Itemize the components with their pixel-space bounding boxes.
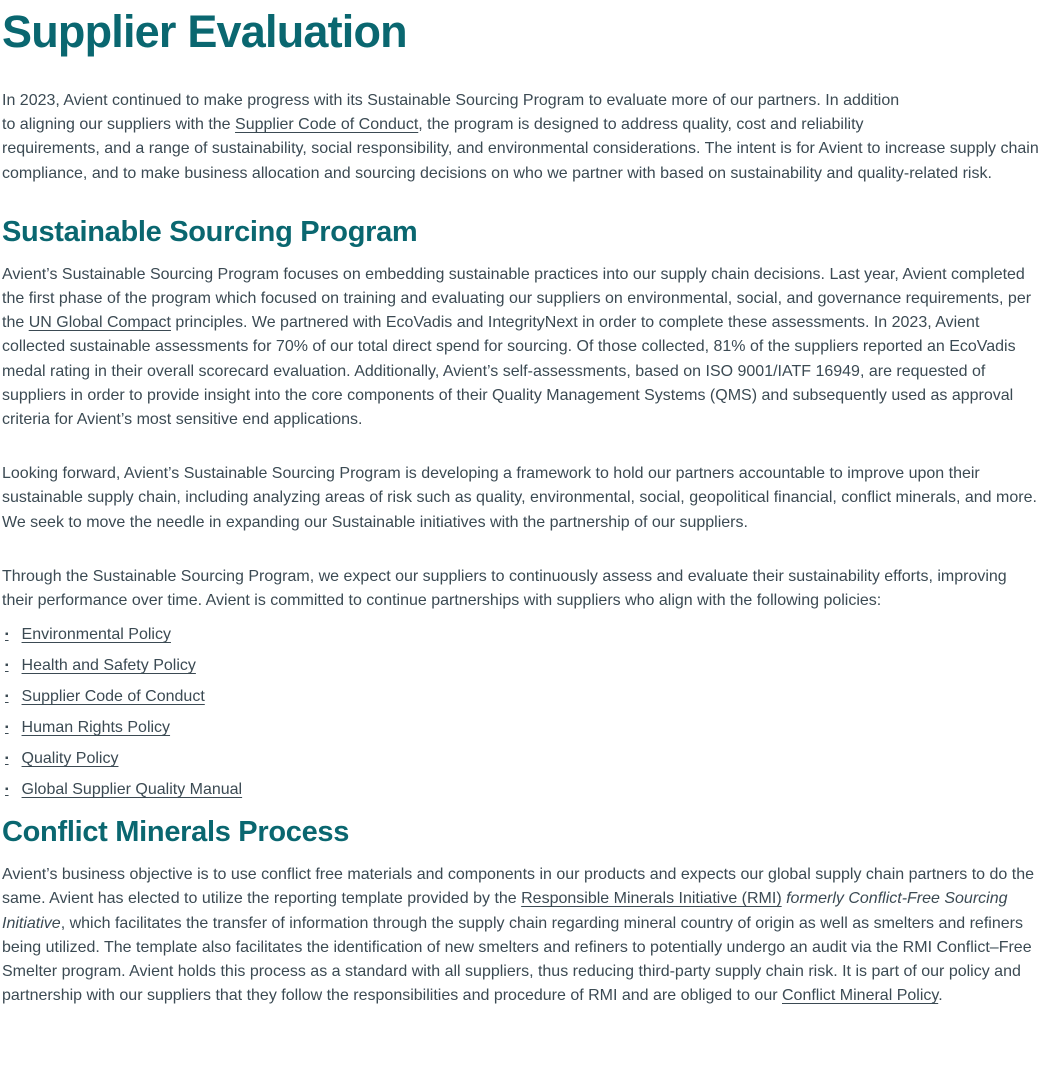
bullet-square-icon: ▪	[5, 691, 9, 703]
health-and-safety-policy-link[interactable]: ▪ Health and Safety Policy	[2, 657, 196, 674]
bullet-square-icon: ▪	[5, 660, 9, 672]
list-item: ▪ Quality Policy	[2, 750, 1042, 767]
text-segment: In 2023, Avient continued to make progre…	[2, 92, 900, 109]
text-segment: , which facilitates the transfer of info…	[2, 914, 1032, 1005]
sustainable-sourcing-paragraph-2: Looking forward, Avient’s Sustainable So…	[2, 462, 1042, 535]
text-segment: Avient’s business objective is to use co…	[2, 866, 1034, 908]
policy-link-label: Human Rights Policy	[21, 719, 171, 737]
policy-link-label: Global Supplier Quality Manual	[21, 781, 243, 799]
list-item: ▪ Health and Safety Policy	[2, 657, 1042, 674]
text-segment: Looking forward, Avient’s Sustainable So…	[2, 465, 1037, 531]
text-segment: formerly Conflict-Free Sourcing Initiati…	[2, 890, 1008, 932]
responsible-minerals-initiative-link[interactable]: Responsible Minerals Initiative (RMI)	[521, 890, 782, 908]
bullet-square-icon: ▪	[5, 722, 9, 734]
bullet-square-icon: ▪	[5, 784, 9, 796]
text-segment: , the program is designed to address qua…	[418, 116, 864, 134]
list-item: ▪ Human Rights Policy	[2, 719, 1042, 736]
text-segment: principles. We partnered with EcoVadis a…	[2, 314, 1016, 429]
section-heading-sustainable-sourcing: Sustainable Sourcing Program	[2, 215, 418, 248]
intro-paragraph: In 2023, Avient continued to make progre…	[2, 89, 1042, 186]
policy-links-list: ▪ Environmental Policy ▪ Health and Safety…	[2, 626, 1042, 798]
environmental-policy-link[interactable]: ▪ Environmental Policy	[2, 626, 171, 643]
supplier-code-of-conduct-link[interactable]: Supplier Code of Conduct	[235, 116, 419, 134]
text-segment: Avient’s Sustainable Sourcing Program fo…	[2, 265, 1032, 332]
sustainable-sourcing-paragraph-1: Avient’s Sustainable Sourcing Program fo…	[2, 263, 1042, 432]
global-supplier-quality-manual-link[interactable]: ▪ Global Supplier Quality Manual	[2, 781, 242, 798]
conflict-minerals-paragraph: Avient’s business objective is to use co…	[2, 863, 1042, 1008]
page-title: Supplier Evaluation	[2, 6, 408, 57]
text-segment: to aligning our suppliers with the	[2, 116, 236, 134]
text-segment: .	[938, 987, 943, 1005]
list-item: ▪ Environmental Policy	[2, 626, 1042, 643]
bullet-square-icon: ▪	[5, 753, 9, 765]
text-segment: Through the Sustainable Sourcing Program…	[2, 567, 1007, 610]
human-rights-policy-link[interactable]: ▪ Human Rights Policy	[2, 719, 170, 736]
supplier-code-of-conduct-list-link[interactable]: ▪ Supplier Code of Conduct	[2, 688, 205, 705]
sustainable-sourcing-paragraph-3: Through the Sustainable Sourcing Program…	[2, 565, 1042, 613]
sustainable-sourcing-section: Sustainable Sourcing Program Avient’s Su…	[2, 216, 1042, 798]
bullet-square-icon: ▪	[5, 629, 9, 641]
quality-policy-link[interactable]: ▪ Quality Policy	[2, 750, 118, 767]
policy-link-label: Health and Safety Policy	[21, 657, 196, 675]
supplier-evaluation-page: Supplier Evaluation In 2023, Avient cont…	[2, 6, 1042, 1008]
list-item: ▪ Global Supplier Quality Manual	[2, 781, 1042, 798]
list-item: ▪ Supplier Code of Conduct	[2, 688, 1042, 705]
policy-link-label: Supplier Code of Conduct	[21, 688, 205, 706]
text-segment: requirements, and a range of sustainabil…	[2, 140, 1039, 182]
policy-link-label: Environmental Policy	[21, 626, 171, 644]
policy-link-label: Quality Policy	[21, 750, 119, 768]
section-heading-conflict-minerals: Conflict Minerals Process	[2, 816, 350, 849]
un-global-compact-link[interactable]: UN Global Compact	[28, 314, 171, 332]
conflict-mineral-policy-link[interactable]: Conflict Mineral Policy	[782, 987, 939, 1005]
conflict-minerals-section: Conflict Minerals Process Avient’s busin…	[2, 816, 1042, 1008]
